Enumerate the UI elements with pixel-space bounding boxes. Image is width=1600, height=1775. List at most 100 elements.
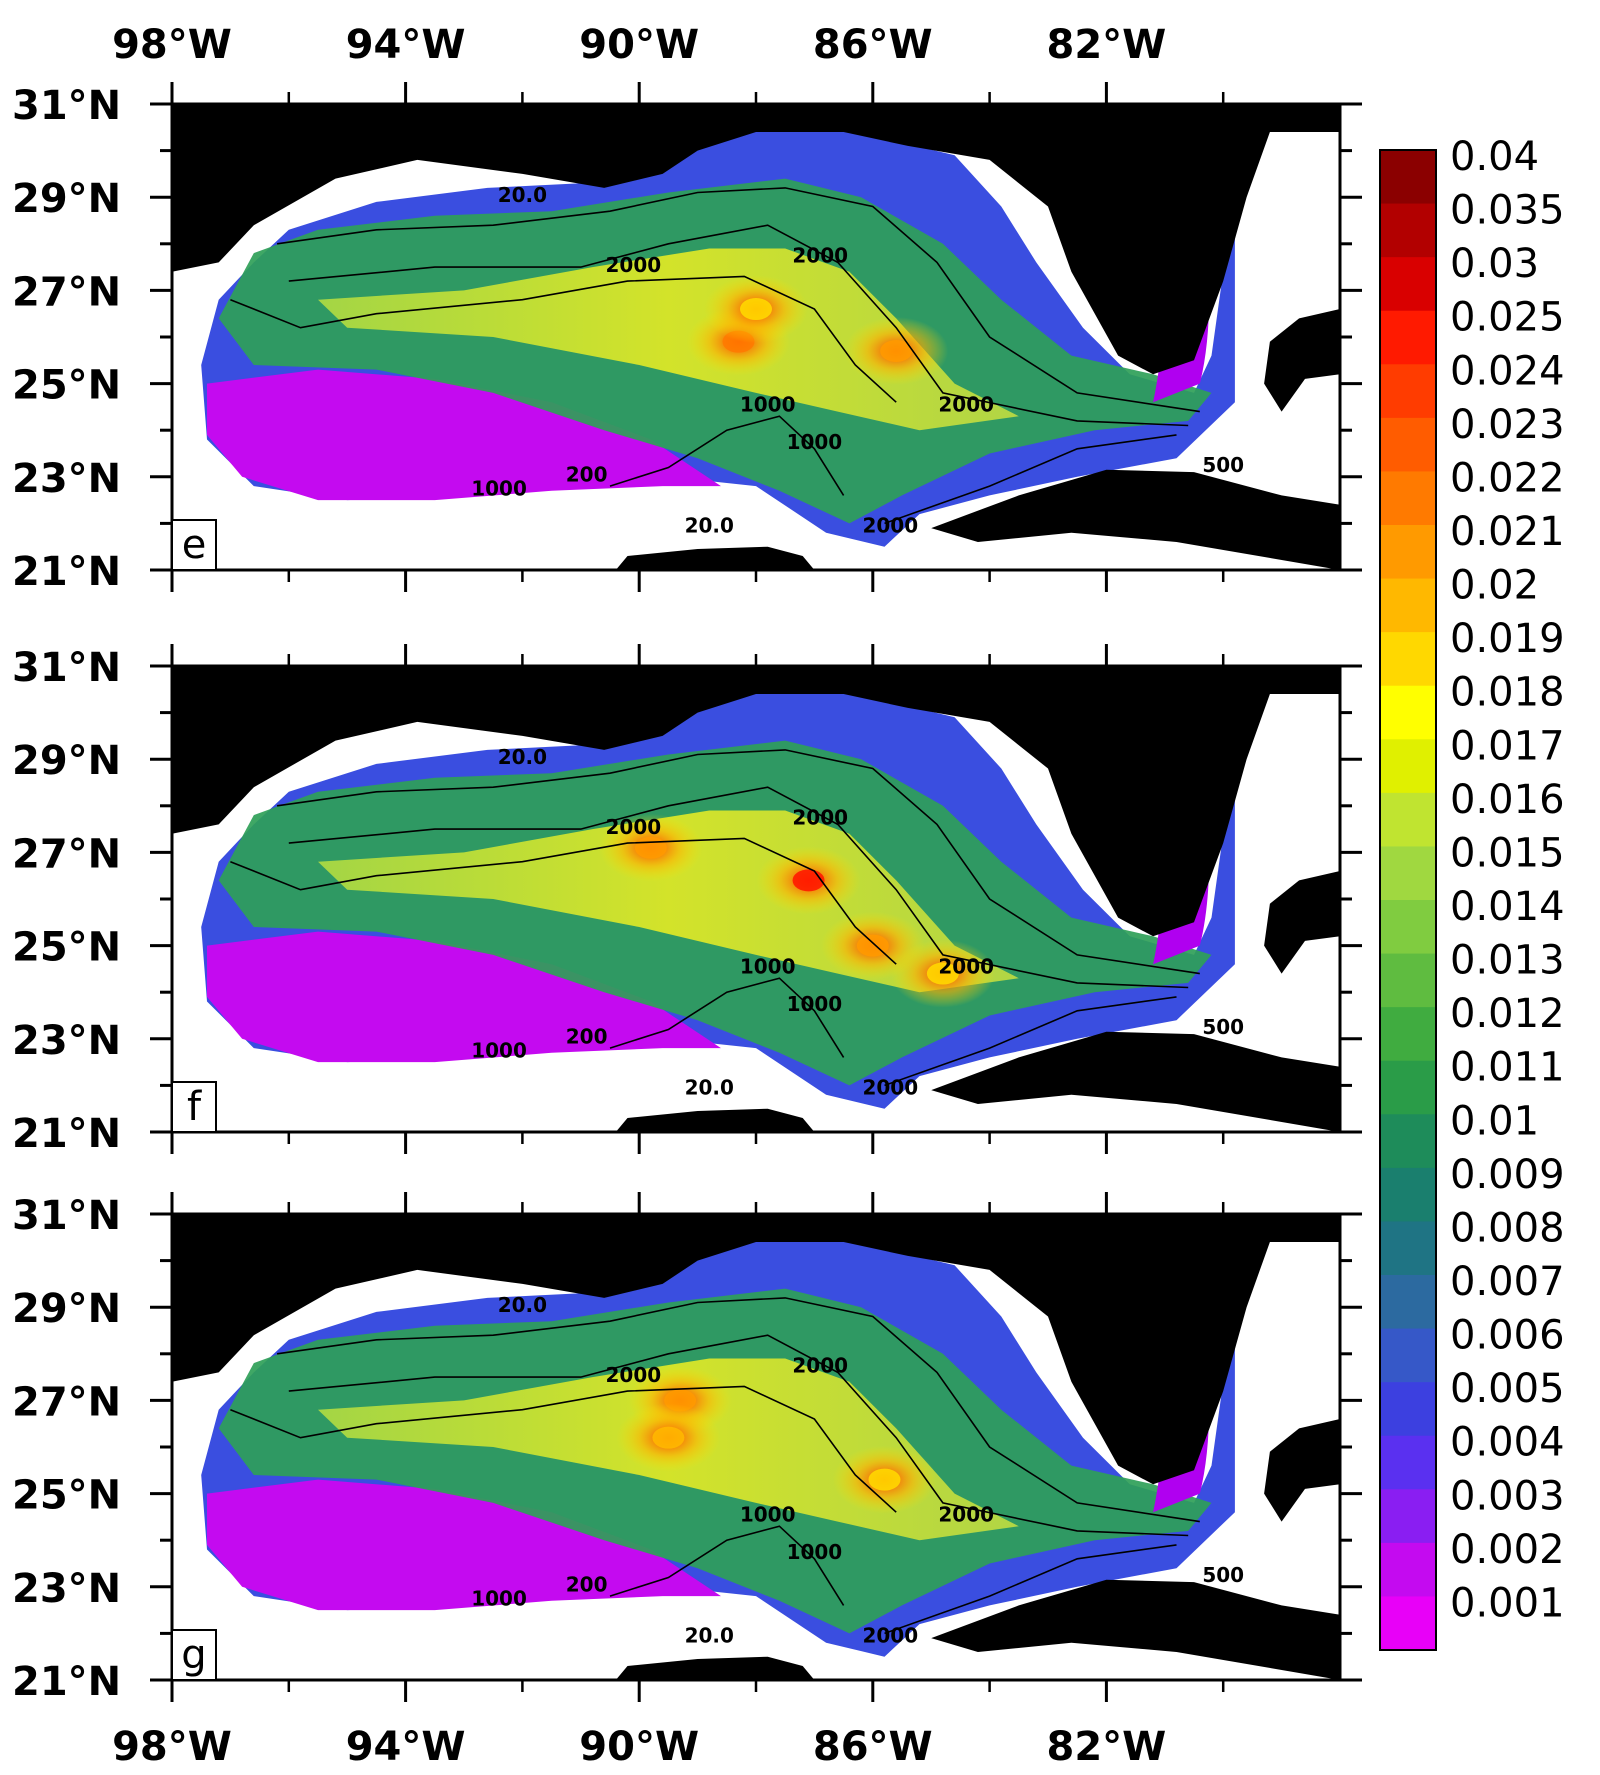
panel-e-content: 20.0 2000 2000 2000 1000 1000 200 1000 20.0 2000 5…	[172, 104, 1340, 570]
lat-label: 21°N	[12, 1659, 121, 1705]
colorbar-swatch	[1380, 1167, 1436, 1222]
contour-label: 20.0	[498, 1293, 547, 1317]
contour-label: 1000	[740, 1503, 796, 1527]
bathymetry-contour	[276, 1297, 1200, 1523]
colorbar-label: 0.003	[1450, 1473, 1565, 1519]
colorbar-swatch	[1380, 1382, 1436, 1437]
contour-label: 200	[566, 462, 608, 486]
colorbar-label: 0.02	[1450, 563, 1539, 609]
hotspot	[926, 962, 959, 985]
colorbar-label: 0.019	[1450, 616, 1565, 662]
colorbar-swatch	[1380, 1489, 1436, 1544]
contour-label: 1000	[740, 393, 796, 417]
bathymetry-contour	[230, 1385, 897, 1513]
panel-f-content: 20.0 2000 2000 2000 1000 1000 200 1000 20.0 2000 5…	[172, 666, 1340, 1132]
contour-label: 2000	[938, 1503, 994, 1527]
colorbar: 0.04 0.035 0.03 0.025 0.024 0.023 0.022 0.021 0.…	[1379, 134, 1565, 1651]
contour-label: 2000	[938, 393, 994, 417]
lat-label: 31°N	[12, 645, 121, 691]
land-north	[172, 1214, 1340, 1485]
colorbar-swatch	[1380, 525, 1436, 580]
colorbar-swatch	[1380, 1221, 1436, 1276]
contour-label: 20.0	[685, 1076, 734, 1100]
panel-letter: e	[182, 522, 207, 568]
colorbar-label: 0.004	[1450, 1420, 1565, 1466]
contour-label: 2000	[606, 1363, 662, 1387]
colorbar-swatch	[1380, 364, 1436, 419]
contour-label: 500	[1202, 453, 1244, 477]
colorbar-swatch	[1380, 1060, 1436, 1115]
land-cuba	[931, 469, 1340, 570]
bathymetry-contour	[276, 749, 1200, 975]
colorbar-label: 0.001	[1450, 1580, 1565, 1626]
colorbar-label: 0.002	[1450, 1527, 1565, 1573]
panel-g: 20.0 2000 2000 2000 1000 1000 200 1000 20.0 2000 5…	[12, 1192, 1362, 1705]
colorbar-label: 0.007	[1450, 1259, 1565, 1305]
panel-letter-box	[171, 1081, 217, 1133]
lat-label: 31°N	[12, 83, 121, 129]
map-panels: 20.0 2000 2000 2000 1000 1000 200 1000 20.0 2000 5…	[12, 82, 1362, 1705]
lon-label-bottom: 98°W	[112, 1724, 232, 1770]
colorbar-label: 0.005	[1450, 1366, 1565, 1412]
cool-pool	[207, 931, 721, 1063]
land-yucatan	[615, 546, 815, 570]
lat-label: 25°N	[12, 1473, 121, 1519]
lat-label: 29°N	[12, 1286, 121, 1332]
colorbar-swatch	[1380, 1542, 1436, 1597]
lat-label: 21°N	[12, 1111, 121, 1157]
lon-label-top: 86°W	[813, 22, 933, 68]
lat-label: 25°N	[12, 925, 121, 971]
bathymetry-contour	[288, 1334, 1189, 1537]
hotspot	[740, 298, 772, 321]
land-bahamas	[1264, 1419, 1340, 1522]
colorbar-swatch	[1380, 471, 1436, 526]
bathymetry-contour	[230, 275, 897, 403]
hotspot	[792, 869, 825, 892]
contour-label: 1000	[787, 1540, 843, 1564]
lon-label-bottom: 82°W	[1047, 1724, 1167, 1770]
colorbar-label: 0.023	[1450, 402, 1565, 448]
colorbar-swatch	[1380, 900, 1436, 955]
contour-label: 2000	[862, 514, 918, 538]
contour-label: 20.0	[685, 514, 734, 538]
hotspot	[652, 1426, 685, 1449]
land-north	[172, 104, 1340, 375]
bathymetry-contour	[884, 1544, 1177, 1635]
contour-label: 1000	[787, 430, 843, 454]
contour-label: 200	[566, 1572, 608, 1596]
lat-label: 25°N	[12, 363, 121, 409]
bathymetry-contour	[609, 1525, 845, 1606]
lat-label: 23°N	[12, 456, 121, 502]
contour-label: 2000	[792, 805, 848, 829]
colorbar-label: 0.01	[1450, 1098, 1539, 1144]
colorbar-label: 0.014	[1450, 884, 1565, 930]
colorbar-swatch	[1380, 1328, 1436, 1383]
colorbar-label: 0.008	[1450, 1205, 1565, 1251]
lon-label-bottom: 90°W	[579, 1724, 699, 1770]
colorbar-swatch	[1380, 1007, 1436, 1062]
contour-label: 1000	[471, 1038, 527, 1062]
colorbar-label: 0.013	[1450, 938, 1565, 984]
colorbar-label: 0.03	[1450, 241, 1539, 287]
lat-label: 21°N	[12, 549, 121, 595]
bathymetry-contour	[288, 224, 1189, 427]
high-values-band	[318, 248, 1019, 431]
contour-label: 1000	[740, 955, 796, 979]
colorbar-label: 0.006	[1450, 1313, 1565, 1359]
colorbar-swatch	[1380, 953, 1436, 1008]
lat-label: 23°N	[12, 1018, 121, 1064]
panel-e: 20.0 2000 2000 2000 1000 1000 200 1000 20.0 2000 5…	[12, 82, 1362, 595]
contour-label: 2000	[862, 1076, 918, 1100]
panel-g-content: 20.0 2000 2000 2000 1000 1000 200 1000 20.0 2000 5…	[172, 1214, 1340, 1680]
land-yucatan	[615, 1656, 815, 1680]
contour-label: 20.0	[498, 183, 547, 207]
lon-label-top: 82°W	[1047, 22, 1167, 68]
lat-label: 29°N	[12, 738, 121, 784]
lon-label-bottom: 94°W	[346, 1724, 466, 1770]
contour-label: 1000	[471, 476, 527, 500]
contour-label: 200	[566, 1024, 608, 1048]
colorbar-swatch	[1380, 1435, 1436, 1490]
contour-label: 2000	[606, 815, 662, 839]
colorbar-swatch	[1380, 203, 1436, 258]
colorbar-swatch	[1380, 310, 1436, 365]
